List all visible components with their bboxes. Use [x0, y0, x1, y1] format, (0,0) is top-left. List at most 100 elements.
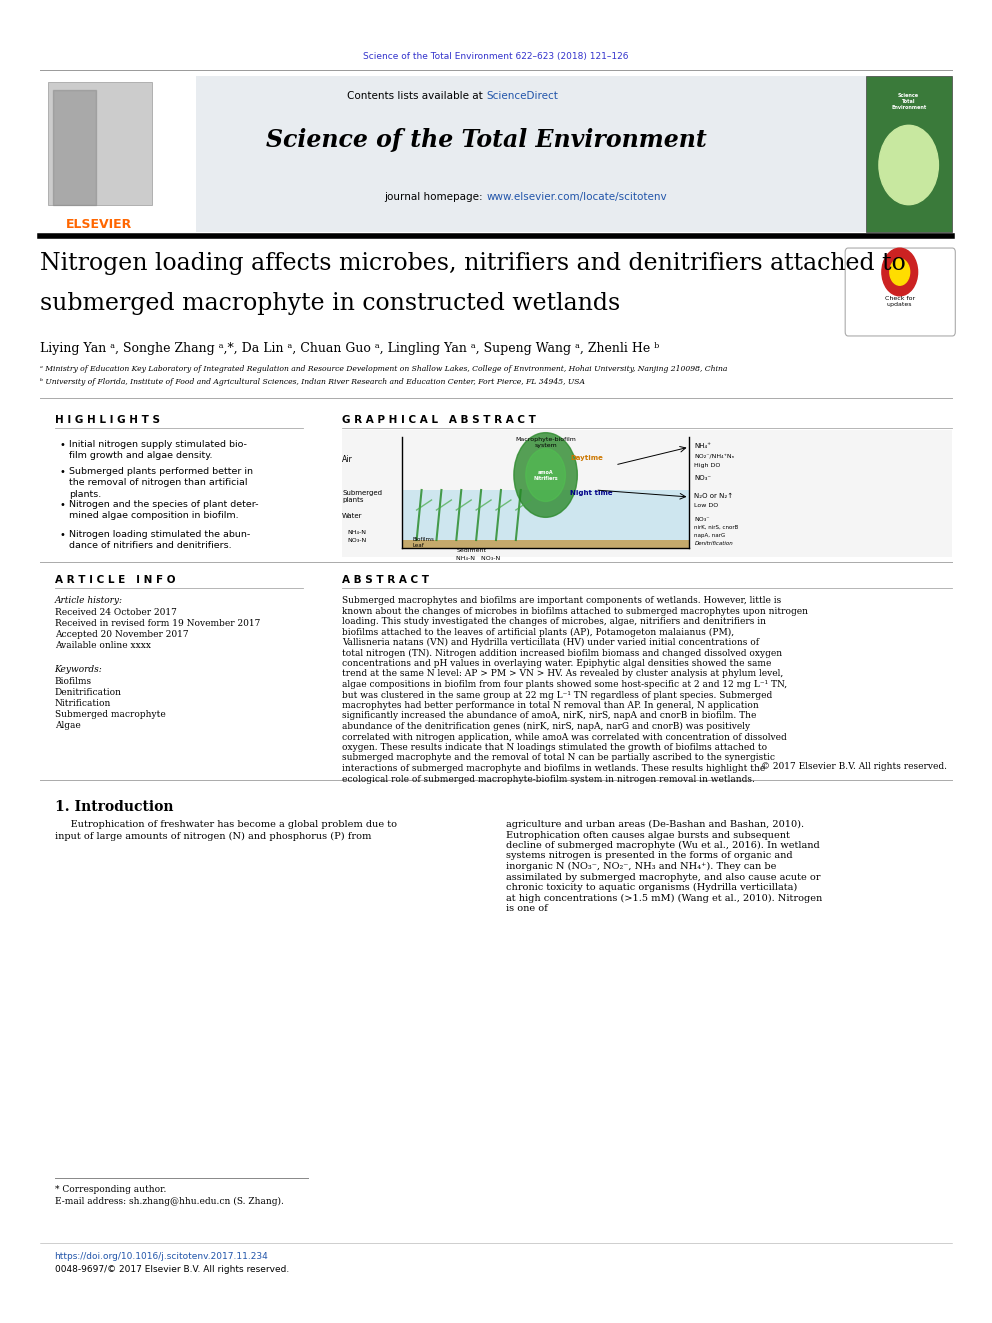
Text: G R A P H I C A L   A B S T R A C T: G R A P H I C A L A B S T R A C T [342, 415, 536, 425]
Text: at high concentrations (>1.5 mM) (Wang et al., 2010). Nitrogen: at high concentrations (>1.5 mM) (Wang e… [506, 893, 822, 902]
Text: correlated with nitrogen application, while amoA was correlated with concentrati: correlated with nitrogen application, wh… [342, 733, 787, 741]
Text: Submerged
plants: Submerged plants [342, 490, 382, 503]
Text: H I G H L I G H T S: H I G H L I G H T S [55, 415, 160, 425]
Text: Sediment: Sediment [456, 548, 486, 553]
Text: NH₄-N: NH₄-N [347, 531, 366, 534]
Text: inorganic N (NO₃⁻, NO₂⁻, NH₃ and NH₄⁺). They can be: inorganic N (NO₃⁻, NO₂⁻, NH₃ and NH₄⁺). … [506, 863, 777, 871]
Text: ᵃ Ministry of Education Key Laboratory of Integrated Regulation and Resource Dev: ᵃ Ministry of Education Key Laboratory o… [40, 365, 727, 373]
Text: NO₃⁻: NO₃⁻ [694, 475, 711, 482]
Text: Biofilms: Biofilms [413, 537, 434, 542]
Text: Leaf: Leaf [413, 542, 425, 548]
Text: A R T I C L E   I N F O: A R T I C L E I N F O [55, 576, 175, 585]
Text: N₂O or N₂↑: N₂O or N₂↑ [694, 493, 733, 499]
Text: known about the changes of microbes in biofilms attached to submerged macrophyte: known about the changes of microbes in b… [342, 606, 808, 615]
Text: trend at the same N level: AP > PM > VN > HV. As revealed by cluster analysis at: trend at the same N level: AP > PM > VN … [342, 669, 784, 679]
Text: oxygen. These results indicate that N loadings stimulated the growth of biofilms: oxygen. These results indicate that N lo… [342, 744, 768, 751]
Text: Biofilms: Biofilms [55, 677, 91, 687]
Text: concentrations and pH values in overlaying water. Epiphytic algal densities show: concentrations and pH values in overlayi… [342, 659, 772, 668]
Bar [342, 430, 952, 557]
Text: Vallisneria natans (VN) and Hydrilla verticillata (HV) under varied initial conc: Vallisneria natans (VN) and Hydrilla ver… [342, 638, 759, 647]
Text: agriculture and urban areas (De-Bashan and Bashan, 2010).: agriculture and urban areas (De-Bashan a… [506, 820, 805, 830]
Text: submerged macrophyte in constructed wetlands: submerged macrophyte in constructed wetl… [40, 292, 620, 315]
Text: Submerged macrophyte: Submerged macrophyte [55, 710, 166, 718]
Text: Nitrogen and the species of plant deter-
mined algae composition in biofilm.: Nitrogen and the species of plant deter-… [69, 500, 259, 520]
Text: Science of the Total Environment 622–623 (2018) 121–126: Science of the Total Environment 622–623… [363, 52, 629, 61]
Circle shape [890, 259, 910, 286]
Text: Accepted 20 November 2017: Accepted 20 November 2017 [55, 630, 188, 639]
Text: Eutrophication of freshwater has become a global problem due to
input of large a: Eutrophication of freshwater has become … [55, 820, 397, 841]
Text: Denitrification: Denitrification [55, 688, 122, 697]
Text: NO₃⁻: NO₃⁻ [694, 517, 710, 523]
Bar [402, 540, 689, 548]
Text: loading. This study investigated the changes of microbes, algae, nitrifiers and : loading. This study investigated the cha… [342, 617, 766, 626]
Text: 0048-9697/© 2017 Elsevier B.V. All rights reserved.: 0048-9697/© 2017 Elsevier B.V. All right… [55, 1265, 289, 1274]
Text: •: • [60, 531, 65, 540]
Text: Submerged macrophytes and biofilms are important components of wetlands. However: Submerged macrophytes and biofilms are i… [342, 595, 782, 605]
Text: •: • [60, 467, 65, 478]
Text: Science
Total
Environment: Science Total Environment [891, 93, 927, 110]
Circle shape [882, 249, 918, 296]
Text: significantly increased the abundance of amoA, nirK, nirS, napA and cnorB in bio: significantly increased the abundance of… [342, 712, 757, 721]
Text: submerged macrophyte and the removal of total N can be partially ascribed to the: submerged macrophyte and the removal of … [342, 754, 775, 762]
Circle shape [514, 433, 577, 517]
Text: * Corresponding author.: * Corresponding author. [55, 1185, 166, 1193]
Text: Water: Water [342, 513, 363, 519]
Text: Keywords:: Keywords: [55, 665, 102, 673]
Bar [40, 75, 196, 232]
Text: © 2017 Elsevier B.V. All rights reserved.: © 2017 Elsevier B.V. All rights reserved… [762, 762, 947, 771]
Text: abundance of the denitrification genes (nirK, nirS, napA, narG and cnorB) was po: abundance of the denitrification genes (… [342, 722, 750, 732]
Text: ScienceDirect: ScienceDirect [486, 91, 558, 101]
Text: ᵇ University of Florida, Institute of Food and Agricultural Sciences, Indian Riv: ᵇ University of Florida, Institute of Fo… [40, 378, 584, 386]
Text: chronic toxicity to aquatic organisms (Hydrilla verticillata): chronic toxicity to aquatic organisms (H… [506, 882, 798, 892]
Circle shape [526, 448, 565, 501]
Text: Initial nitrogen supply stimulated bio-
film growth and algae density.: Initial nitrogen supply stimulated bio- … [69, 441, 247, 460]
Text: 1. Introduction: 1. Introduction [55, 800, 173, 814]
Text: total nitrogen (TN). Nitrogen addition increased biofilm biomass and changed dis: total nitrogen (TN). Nitrogen addition i… [342, 648, 783, 658]
Text: •: • [60, 500, 65, 509]
Text: NO₂⁻/NH₄⁺Nₙ: NO₂⁻/NH₄⁺Nₙ [694, 452, 735, 458]
Text: High DO: High DO [694, 463, 721, 468]
Text: A B S T R A C T: A B S T R A C T [342, 576, 430, 585]
Text: algae compositions in biofilm from four plants showed some host-specific at 2 an: algae compositions in biofilm from four … [342, 680, 788, 689]
Bar [402, 490, 689, 540]
Text: Nitrification: Nitrification [55, 699, 111, 708]
Bar [866, 75, 952, 232]
Text: Nitrogen loading stimulated the abun-
dance of nitrifiers and denitrifiers.: Nitrogen loading stimulated the abun- da… [69, 531, 251, 550]
Text: Daytime: Daytime [570, 455, 603, 460]
Text: NO₃-N: NO₃-N [347, 538, 366, 542]
Text: NH₄⁺: NH₄⁺ [694, 443, 711, 448]
Text: macrophytes had better performance in total N removal than AP. In general, N app: macrophytes had better performance in to… [342, 701, 759, 710]
Text: interactions of submerged macrophyte and biofilms in wetlands. These results hig: interactions of submerged macrophyte and… [342, 763, 766, 773]
Text: Macrophyte-biofilm
system: Macrophyte-biofilm system [515, 437, 576, 447]
Text: Denitrification: Denitrification [694, 541, 733, 546]
FancyBboxPatch shape [845, 247, 955, 336]
Text: Received 24 October 2017: Received 24 October 2017 [55, 609, 177, 617]
Text: •: • [60, 441, 65, 450]
Text: Science of the Total Environment: Science of the Total Environment [266, 128, 706, 152]
Text: Night time: Night time [570, 490, 613, 496]
Text: Liying Yan ᵃ, Songhe Zhang ᵃ,*, Da Lin ᵃ, Chuan Guo ᵃ, Lingling Yan ᵃ, Supeng Wa: Liying Yan ᵃ, Songhe Zhang ᵃ,*, Da Lin ᵃ… [40, 343, 659, 355]
Text: amoA
Nitrifiers: amoA Nitrifiers [534, 470, 558, 480]
Text: E-mail address: sh.zhang@hhu.edu.cn (S. Zhang).: E-mail address: sh.zhang@hhu.edu.cn (S. … [55, 1197, 284, 1207]
Bar [48, 82, 152, 205]
Text: NH₄-N   NO₃-N: NH₄-N NO₃-N [456, 556, 501, 561]
Text: Available online xxxx: Available online xxxx [55, 642, 151, 650]
Text: Article history:: Article history: [55, 595, 123, 605]
Text: is one of: is one of [506, 904, 548, 913]
Text: Submerged plants performed better in
the removal of nitrogen than artificial
pla: Submerged plants performed better in the… [69, 467, 253, 499]
Text: biofilms attached to the leaves of artificial plants (AP), Potamogeton malaianus: biofilms attached to the leaves of artif… [342, 627, 734, 636]
Text: journal homepage:: journal homepage: [384, 192, 486, 202]
Text: napA, narG: napA, narG [694, 533, 726, 538]
Bar [40, 75, 952, 232]
Text: Received in revised form 19 November 2017: Received in revised form 19 November 201… [55, 619, 260, 628]
Text: but was clustered in the same group at 22 mg L⁻¹ TN regardless of plant species.: but was clustered in the same group at 2… [342, 691, 773, 700]
Text: Nitrogen loading affects microbes, nitrifiers and denitrifiers attached to: Nitrogen loading affects microbes, nitri… [40, 251, 906, 275]
Text: Air: Air [342, 455, 353, 464]
Text: https://doi.org/10.1016/j.scitotenv.2017.11.234: https://doi.org/10.1016/j.scitotenv.2017… [55, 1252, 268, 1261]
Text: Algae: Algae [55, 721, 80, 730]
Text: ecological role of submerged macrophyte-biofilm system in nitrogen removal in we: ecological role of submerged macrophyte-… [342, 774, 755, 783]
Text: decline of submerged macrophyte (Wu et al., 2016). In wetland: decline of submerged macrophyte (Wu et a… [506, 841, 819, 851]
Text: Contents lists available at: Contents lists available at [347, 91, 486, 101]
Text: nirK, nirS, cnorB: nirK, nirS, cnorB [694, 525, 739, 531]
Circle shape [879, 126, 938, 205]
